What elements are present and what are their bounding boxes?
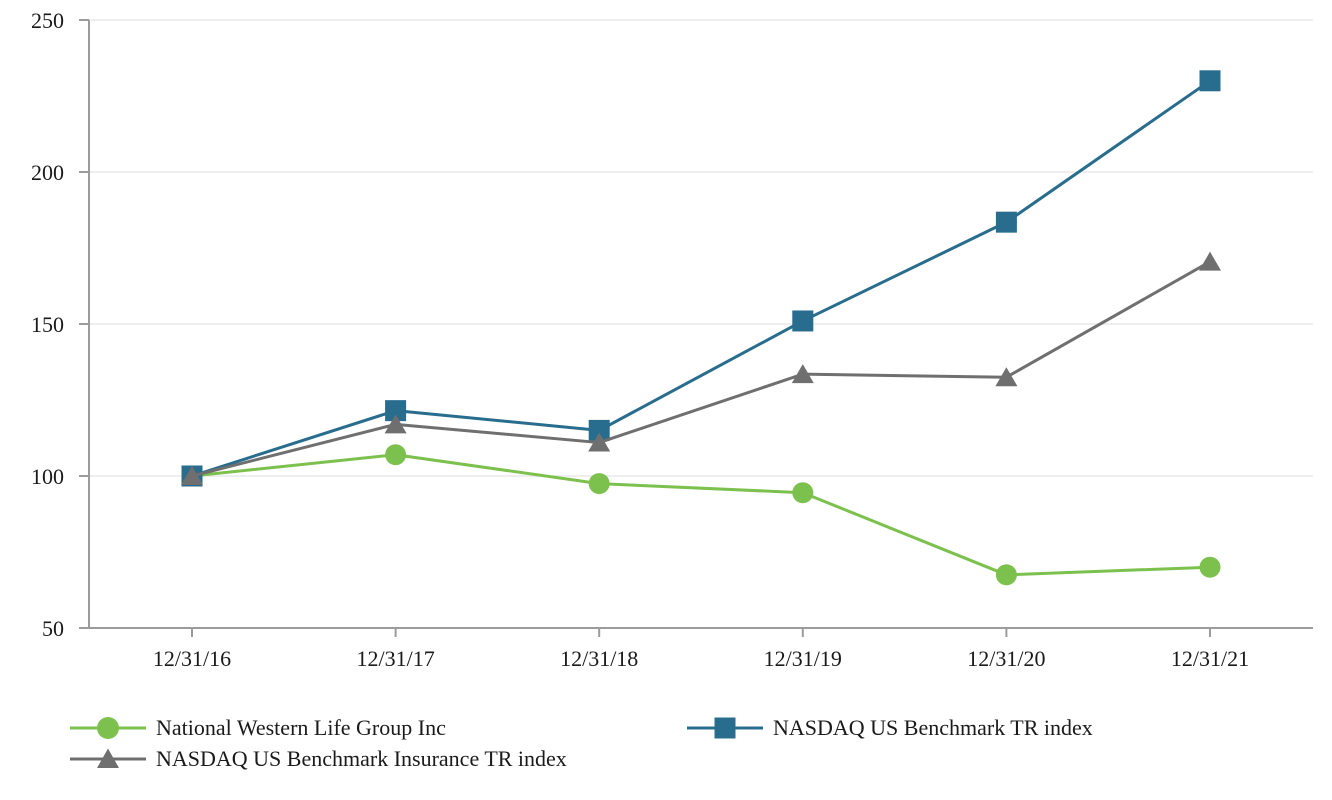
y-tick-label: 50: [42, 616, 64, 641]
series-marker: [181, 466, 203, 485]
series-line: [191, 260, 1211, 478]
series-marker: [588, 432, 611, 452]
y-tick-label: 100: [31, 464, 64, 489]
series-marker: [588, 473, 610, 495]
legend-item-nasdaq-insurance: NASDAQ US Benchmark Insurance TR index: [70, 746, 687, 772]
legend-label: National Western Life Group Inc: [156, 714, 446, 740]
series-marker: [792, 482, 814, 504]
series-marker: [791, 364, 814, 384]
series-marker: [1199, 251, 1221, 271]
series-marker: [588, 419, 610, 441]
series-marker: [1199, 70, 1221, 92]
series-marker: [792, 310, 814, 332]
chart-legend: National Western Life Group Inc NASDAQ U…: [70, 712, 1320, 774]
series-marker: [1199, 556, 1221, 578]
legend-item-national-western: National Western Life Group Inc: [70, 715, 687, 741]
legend-label: NASDAQ US Benchmark TR index: [773, 714, 1093, 740]
x-tick-label: 12/31/20: [967, 646, 1045, 671]
legend-row-2: NASDAQ US Benchmark Insurance TR index: [70, 743, 1320, 774]
legend-item-nasdaq-benchmark: NASDAQ US Benchmark TR index: [687, 715, 1093, 741]
series-marker: [385, 444, 407, 466]
x-tick-label: 12/31/19: [764, 646, 842, 671]
series-marker: [995, 211, 1017, 233]
series-marker: [385, 400, 407, 422]
square-series-legend-icon: [687, 717, 763, 738]
series-marker: [384, 414, 407, 434]
legend-label: NASDAQ US Benchmark Insurance TR index: [156, 745, 567, 771]
x-tick-label: 12/31/16: [153, 646, 231, 671]
y-tick-label: 200: [31, 160, 64, 185]
y-tick-label: 150: [31, 312, 64, 337]
x-tick-label: 12/31/21: [1171, 646, 1249, 671]
series-line: [191, 453, 1211, 577]
x-tick-label: 12/31/18: [560, 646, 638, 671]
series-line: [191, 79, 1211, 478]
circle-series-legend-icon: [70, 716, 146, 739]
legend-row-1: National Western Life Group Inc NASDAQ U…: [70, 712, 1320, 743]
series-marker: [995, 564, 1017, 586]
y-tick-label: 250: [31, 8, 64, 33]
performance-chart: 50 100 150 200 250 12/31/16 12/31/17 12/31/18 12…: [31, 8, 1313, 671]
x-tick-label: 12/31/17: [356, 646, 434, 671]
triangle-series-legend-icon: [70, 748, 146, 768]
series-marker: [995, 367, 1018, 387]
